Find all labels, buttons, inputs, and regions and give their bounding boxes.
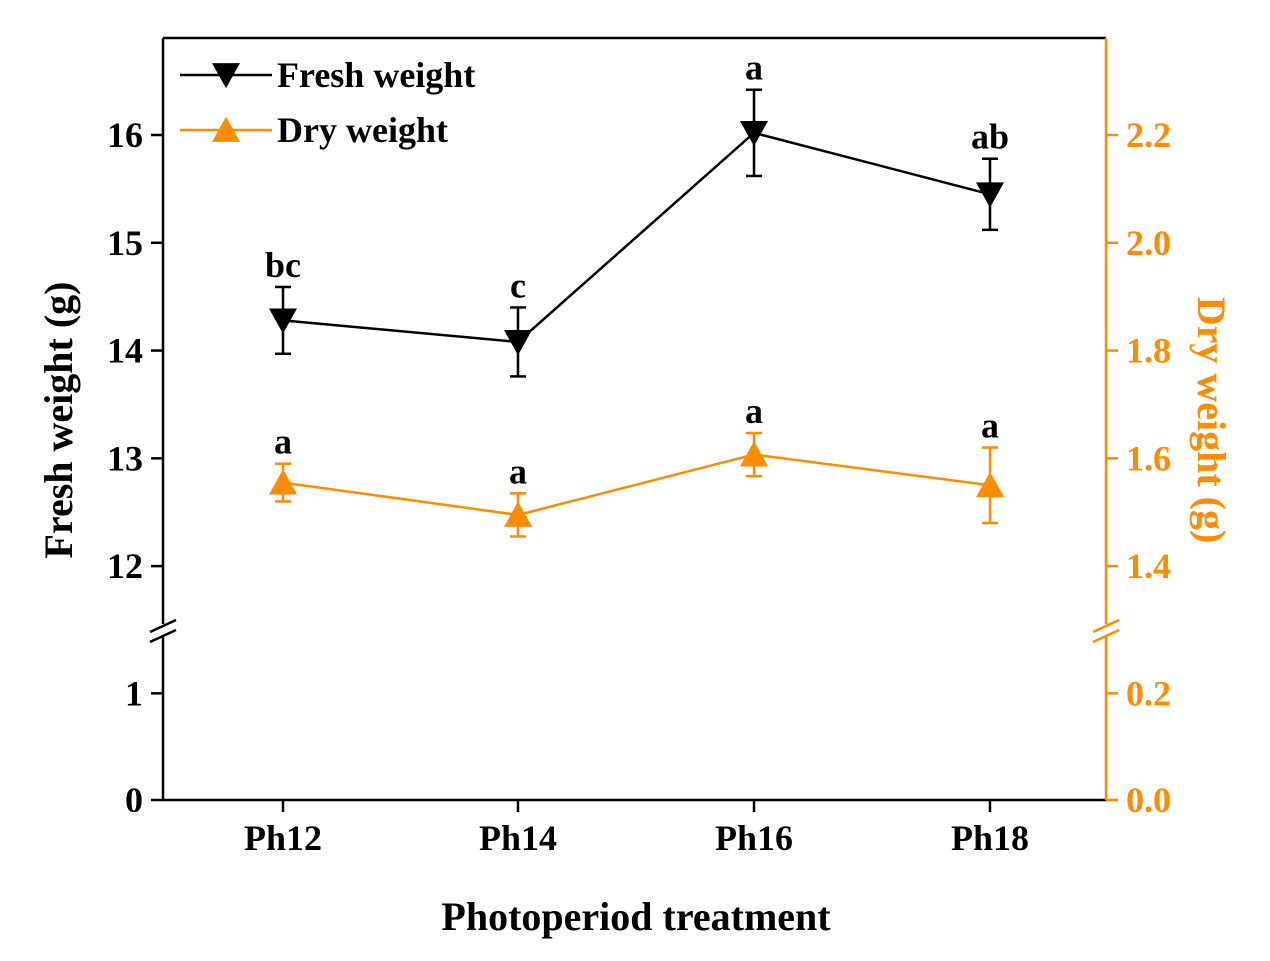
data-point — [269, 469, 297, 495]
left-tick-label: 1 — [125, 673, 143, 713]
significance-letter: a — [981, 406, 999, 446]
legend-marker — [212, 63, 240, 89]
data-point — [504, 501, 532, 527]
x-axis: Ph12 Ph14 Ph16 Ph18 — [244, 800, 1029, 858]
left-tick-label: 0 — [125, 780, 143, 820]
right-tick-label: 2.2 — [1126, 115, 1171, 155]
data-point — [976, 182, 1004, 208]
significance-letter: a — [509, 451, 527, 491]
legend-marker — [212, 116, 240, 142]
right-axis-title: Dry weight (g) — [1189, 297, 1234, 544]
x-tick-label: Ph12 — [244, 818, 322, 858]
legend-item: Fresh weight — [180, 55, 475, 95]
series-fresh-weight: bc c a ab — [265, 48, 1009, 378]
right-tick-label: 1.4 — [1126, 546, 1171, 586]
left-tick-label: 14 — [107, 331, 143, 371]
right-axis: 1.4 1.6 1.8 2.0 2.2 0.0 0.2 — [1092, 38, 1171, 820]
x-tick-label: Ph14 — [479, 818, 557, 858]
plot-frame — [163, 36, 1106, 802]
x-axis-title: Photoperiod treatment — [441, 894, 831, 939]
significance-letter: a — [745, 391, 763, 431]
right-tick-label: 0.0 — [1126, 780, 1171, 820]
left-axis-title: Fresh weight (g) — [36, 282, 81, 559]
significance-letter: bc — [265, 245, 301, 285]
left-tick-label: 16 — [107, 115, 143, 155]
data-point — [504, 330, 532, 356]
x-tick-label: Ph16 — [715, 818, 793, 858]
left-tick-label: 13 — [107, 438, 143, 478]
left-tick-label: 15 — [107, 223, 143, 263]
right-axis-break-1 — [1092, 618, 1120, 634]
data-point — [269, 308, 297, 334]
data-point — [740, 441, 768, 467]
series-layer: bc c a ab a a a a — [265, 48, 1009, 538]
legend-label: Dry weight — [277, 110, 448, 150]
left-axis: 12 13 14 15 16 0 1 — [107, 38, 177, 820]
right-tick-label: 0.2 — [1126, 673, 1171, 713]
data-point — [740, 120, 768, 147]
left-axis-break-2 — [149, 628, 177, 644]
right-tick-label: 1.8 — [1126, 331, 1171, 371]
x-tick-label: Ph18 — [951, 818, 1029, 858]
series-dry-weight: a a a a — [269, 391, 1004, 538]
significance-letter: a — [274, 422, 292, 462]
significance-letter: c — [510, 265, 526, 305]
significance-letter: a — [745, 48, 763, 88]
data-point — [976, 471, 1004, 498]
series-line — [282, 131, 991, 344]
legend-label: Fresh weight — [277, 55, 475, 95]
significance-letter: ab — [971, 117, 1009, 157]
right-tick-label: 2.0 — [1126, 223, 1171, 263]
series-line — [282, 453, 991, 517]
right-axis-break-2 — [1092, 628, 1120, 644]
right-tick-label: 1.6 — [1126, 438, 1171, 478]
left-axis-break-1 — [149, 618, 177, 634]
legend: Fresh weight Dry weight — [180, 55, 475, 150]
left-tick-label: 12 — [107, 546, 143, 586]
legend-item: Dry weight — [180, 110, 448, 150]
